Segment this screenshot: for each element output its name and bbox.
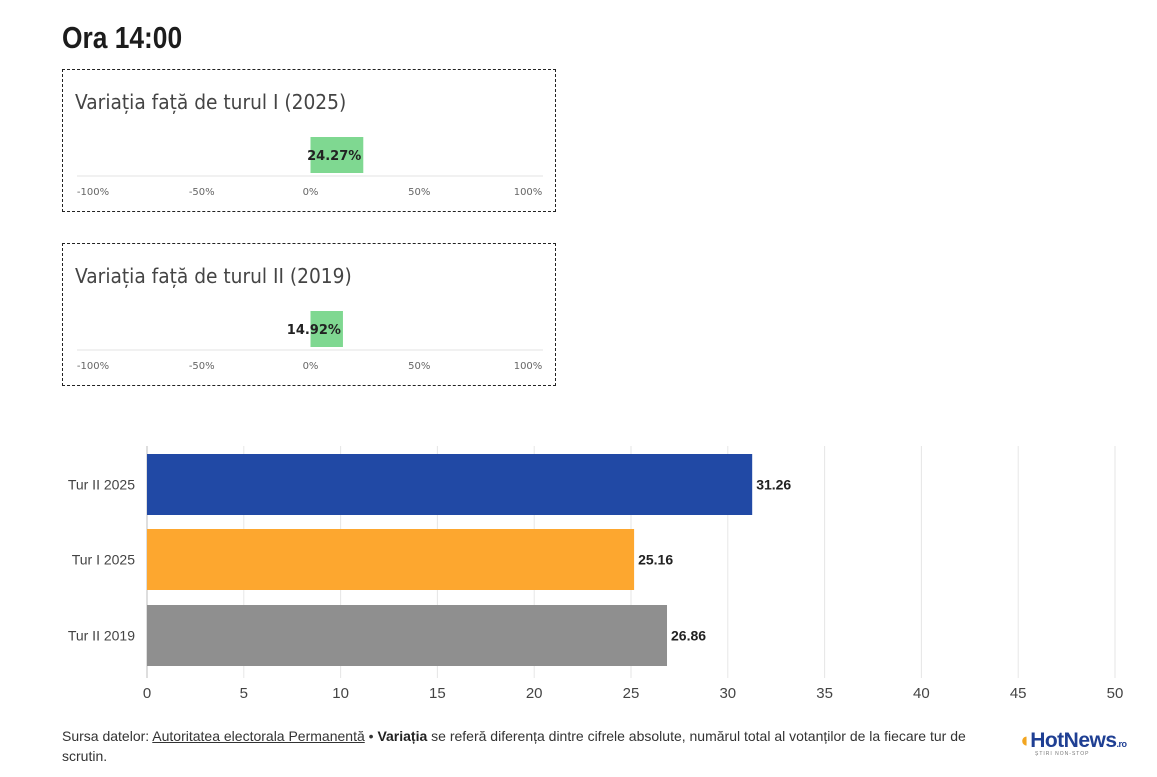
bar-value-label: 31.26 bbox=[756, 477, 791, 493]
category-label: Tur II 2019 bbox=[68, 628, 135, 644]
variation-card-title: Variația față de turul I (2025) bbox=[75, 90, 347, 114]
tick-label: 50% bbox=[408, 361, 430, 372]
hotnews-logo: ◖HotNews.ro bbox=[1018, 729, 1127, 753]
tick-label: -50% bbox=[189, 187, 215, 198]
x-tick-label: 30 bbox=[719, 685, 736, 702]
tick-label: 100% bbox=[514, 361, 543, 372]
variation-chart: 24.27% -100% -50% 0% 50% 100% bbox=[77, 137, 543, 198]
x-tick-label: 35 bbox=[816, 685, 833, 702]
turnout-bar-chart: 0 5 10 15 20 25 30 35 40 45 50 Tur II 2025 31.26 Tur … bbox=[68, 446, 1124, 702]
tick-label: 50% bbox=[408, 187, 430, 198]
x-tick-label: 50 bbox=[1107, 685, 1124, 702]
tick-label: -100% bbox=[77, 361, 109, 372]
variation-card-tur1: Variația față de turul I (2025) 24.27% -1… bbox=[62, 69, 556, 212]
bar bbox=[147, 454, 753, 515]
variation-bar bbox=[310, 137, 364, 173]
separator: • bbox=[364, 728, 378, 744]
x-tick-label: 10 bbox=[332, 685, 349, 702]
tick-label: -100% bbox=[77, 187, 109, 198]
footer-note-text: se referă diferența dintre cifrele absol… bbox=[62, 728, 966, 764]
tick-label: 100% bbox=[514, 187, 543, 198]
variation-card-tur2: Variația față de turul II (2019) 14.92% -… bbox=[62, 243, 556, 386]
variation-value-label: 14.92% bbox=[287, 323, 341, 338]
variation-value-label: 24.27% bbox=[307, 149, 361, 164]
logo-tagline: ȘTIRI NON-STOP bbox=[1035, 751, 1090, 757]
bar-value-label: 26.86 bbox=[671, 628, 706, 644]
tick-label: 0% bbox=[303, 361, 319, 372]
bar bbox=[147, 529, 635, 590]
category-label: Tur I 2025 bbox=[72, 552, 136, 568]
x-tick-label: 0 bbox=[143, 685, 151, 702]
category-label: Tur II 2025 bbox=[68, 477, 135, 493]
logo-text: HotNews bbox=[1030, 729, 1117, 752]
bar bbox=[147, 605, 668, 666]
footer-note: Sursa datelor: Autoritatea electorala Pe… bbox=[62, 726, 982, 766]
x-tick-label: 45 bbox=[1010, 685, 1027, 702]
x-tick-label: 15 bbox=[429, 685, 446, 702]
source-prefix: Sursa datelor: bbox=[62, 728, 153, 744]
tick-label: -50% bbox=[189, 361, 215, 372]
logo-mark-icon: ◖ bbox=[1018, 729, 1031, 752]
tick-label: 0% bbox=[303, 187, 319, 198]
variation-card-title: Variația față de turul II (2019) bbox=[75, 264, 352, 288]
variation-term: Variația bbox=[377, 728, 428, 744]
x-tick-label: 40 bbox=[913, 685, 930, 702]
page-title: Ora 14:00 bbox=[62, 20, 183, 55]
source-link[interactable]: Autoritatea electorala Permanentă bbox=[152, 728, 365, 744]
x-tick-label: 5 bbox=[240, 685, 248, 702]
bar-value-label: 25.16 bbox=[638, 552, 673, 568]
logo-suffix: .ro bbox=[1116, 739, 1128, 749]
variation-chart: 14.92% -100% -50% 0% 50% 100% bbox=[77, 311, 543, 372]
variation-bar bbox=[310, 311, 343, 347]
x-tick-label: 25 bbox=[623, 685, 640, 702]
x-tick-label: 20 bbox=[526, 685, 543, 702]
